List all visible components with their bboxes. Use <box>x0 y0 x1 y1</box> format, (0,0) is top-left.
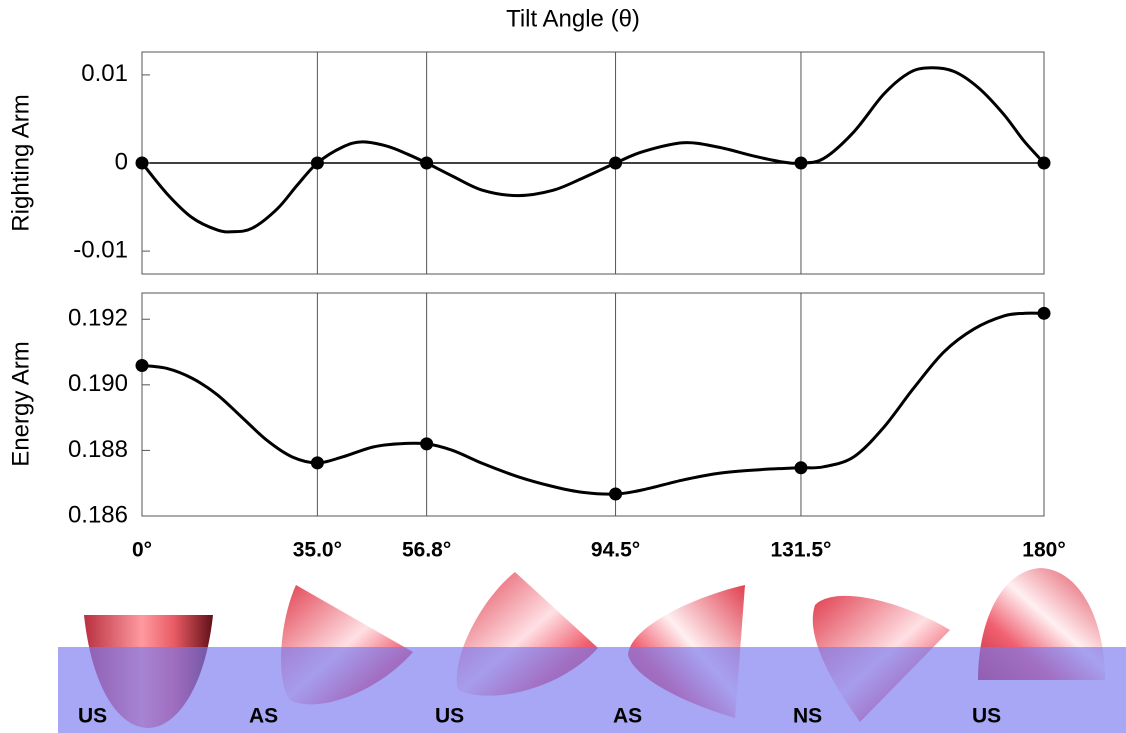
point <box>609 487 623 501</box>
stability-label: NS <box>793 705 822 728</box>
y-axis-title: Righting Arm <box>7 94 34 231</box>
plot-frame <box>141 292 1045 517</box>
x-tick-label: 94.5° <box>591 539 640 562</box>
y-tick-label: 0.190 <box>68 370 128 397</box>
y-tick-label: -0.01 <box>73 236 128 263</box>
y-tick-label: 0.186 <box>68 501 128 528</box>
stability-label: US <box>972 705 1001 728</box>
x-tick-label: 180° <box>1022 539 1065 562</box>
y-tick-label: 0.188 <box>68 436 128 463</box>
stability-label: US <box>435 705 464 728</box>
y-tick-label: 0 <box>115 148 128 175</box>
x-tick-label: 56.8° <box>402 539 451 562</box>
x-axis-title: Tilt Angle (θ) <box>506 5 640 32</box>
y-tick-label: 0.01 <box>81 60 128 87</box>
point <box>310 156 324 170</box>
point <box>420 437 434 451</box>
point <box>310 456 324 470</box>
point <box>794 156 808 170</box>
point <box>420 156 434 170</box>
point <box>1037 156 1051 170</box>
point <box>1037 306 1051 320</box>
point <box>135 358 149 372</box>
x-tick-label: 0° <box>132 539 152 562</box>
stability-label: AS <box>249 705 278 728</box>
stability-label: AS <box>613 705 642 728</box>
y-axis-title: Energy Arm <box>7 341 34 466</box>
x-tick-label: 131.5° <box>770 539 831 562</box>
point <box>609 156 623 170</box>
y-tick-label: 0.192 <box>68 305 128 332</box>
curve <box>140 66 1046 234</box>
curve <box>141 311 1045 496</box>
shape-illustrations <box>58 568 1126 733</box>
water <box>58 647 1126 733</box>
point <box>794 461 808 475</box>
stability-label: US <box>78 705 107 728</box>
point <box>135 156 149 170</box>
x-tick-label: 35.0° <box>293 539 342 562</box>
